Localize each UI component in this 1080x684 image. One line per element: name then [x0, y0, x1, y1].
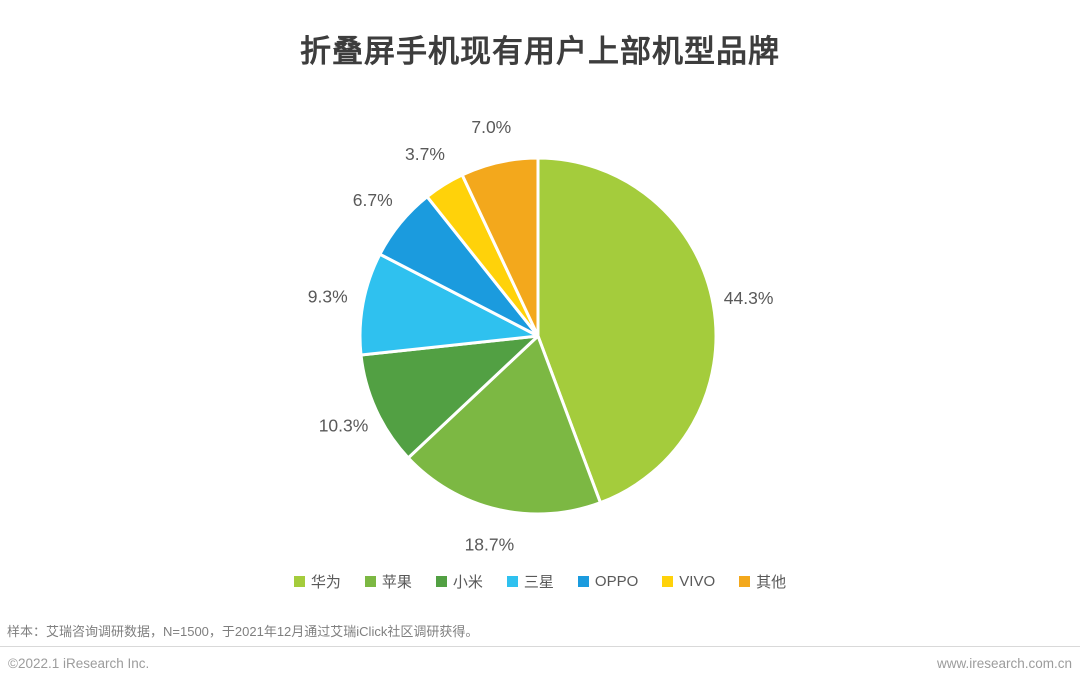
- legend-item-2: 小米: [435, 571, 483, 592]
- legend-item-3: 三星: [506, 571, 554, 592]
- chart-title: 折叠屏手机现有用户上部机型品牌: [300, 34, 780, 69]
- legend-label: 小米: [452, 574, 483, 591]
- slice-label-2: 10.3%: [319, 415, 369, 435]
- slice-label-5: 3.7%: [405, 144, 445, 164]
- copyright-text: ©2022.1 iResearch Inc.: [8, 656, 150, 671]
- pie-slice-3: [358, 252, 540, 357]
- legend-label: 三星: [523, 574, 554, 591]
- footer-bar: ©2022.1 iResearch Inc. www.iresearch.com…: [8, 656, 1072, 671]
- pie-slice-1: [406, 334, 602, 516]
- legend-label: 苹果: [381, 574, 412, 591]
- sample-note: 样本：艾瑞咨询调研数据，N=1500，于2021年12月通过艾瑞iClick社区…: [7, 624, 479, 639]
- legend-label: VIVO: [679, 573, 716, 590]
- legend-label: 华为: [310, 574, 341, 591]
- legend-swatch-icon: [435, 576, 447, 587]
- legend-swatch-icon: [577, 576, 589, 587]
- legend-swatch-icon: [364, 576, 376, 587]
- legend-swatch-icon: [293, 576, 305, 587]
- legend-swatch-icon: [506, 576, 518, 587]
- legend-swatch-icon: [739, 576, 751, 587]
- website-link: www.iresearch.com.cn: [936, 656, 1072, 671]
- pie-slice-0: [536, 156, 718, 505]
- legend: 华为 苹果 小米 三星 OPPO VIVO 其他: [0, 571, 1080, 592]
- legend-label: OPPO: [594, 573, 639, 590]
- slice-label-4: 6.7%: [353, 190, 393, 210]
- slice-label-0: 44.3%: [724, 288, 774, 308]
- slice-label-6: 7.0%: [471, 117, 511, 137]
- legend-item-4: OPPO: [577, 573, 639, 590]
- legend-item-6: 其他: [739, 571, 786, 592]
- pie-slice-2: [359, 334, 540, 460]
- legend-label: 其他: [756, 574, 787, 591]
- legend-item-5: VIVO: [662, 573, 715, 590]
- legend-item-1: 苹果: [364, 571, 412, 592]
- pie-slice-6: [460, 156, 540, 338]
- legend-swatch-icon: [662, 576, 674, 587]
- slice-label-3: 9.3%: [308, 287, 348, 307]
- footer-divider: [0, 646, 1080, 647]
- slice-label-1: 18.7%: [465, 534, 515, 554]
- legend-item-0: 华为: [293, 571, 341, 592]
